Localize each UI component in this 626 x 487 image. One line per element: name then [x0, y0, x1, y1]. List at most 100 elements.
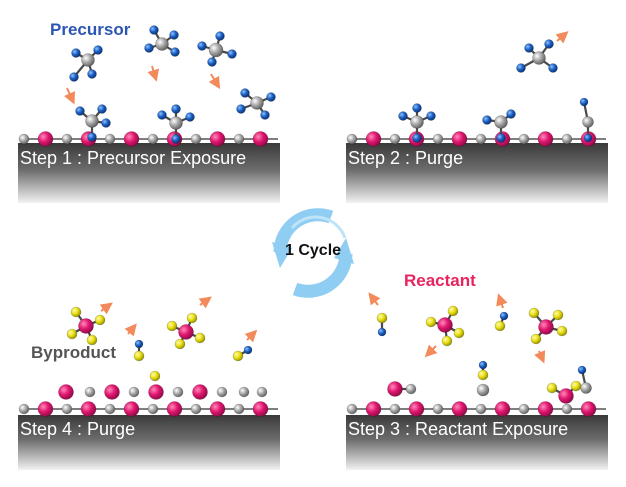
substrate-gray-atom: [148, 404, 158, 414]
ligand-atom: [545, 40, 554, 49]
substrate-gray-atom: [476, 404, 486, 414]
deposited-pink-atom: [149, 385, 164, 400]
step3-caption: Step 3 : Reactant Exposure: [348, 419, 568, 440]
ligand-atom: [208, 58, 217, 67]
ligand-atom: [261, 111, 270, 120]
central-atom: [150, 371, 160, 381]
ligand-atom: [171, 48, 180, 57]
adsorbed-precursor: [483, 110, 516, 143]
ligand-atom: [483, 116, 492, 125]
substrate-gray-atom: [105, 404, 115, 414]
central-atom: [559, 389, 574, 404]
deposited-gray-atom: [129, 387, 139, 397]
ligand-atom: [135, 340, 143, 348]
substrate-gray-atom: [19, 134, 29, 144]
substrate-pink-atom: [124, 132, 139, 147]
ligand-atom: [98, 105, 107, 114]
central-atom: [477, 384, 489, 396]
ligand-atom: [571, 381, 581, 391]
deposited-pink-atom: [105, 385, 120, 400]
byproduct-fragment: [377, 313, 387, 336]
central-atom: [438, 318, 453, 333]
ligand-atom: [228, 50, 237, 59]
ligand-atom: [500, 312, 508, 320]
ligand-atom: [76, 107, 85, 116]
central-atom: [233, 351, 243, 361]
ligand-atom: [150, 26, 159, 35]
deposited-gray-atom: [173, 387, 183, 397]
substrate-pink-atom: [81, 402, 96, 417]
reactant-molecule: [529, 308, 567, 344]
central-atom: [377, 313, 387, 323]
substrate-pink-atom: [495, 402, 510, 417]
central-atom: [533, 52, 546, 65]
ligand-atom: [187, 313, 197, 323]
ligand-atom: [172, 135, 181, 144]
ligand-atom: [72, 49, 81, 58]
substrate-pink-atom: [167, 402, 182, 417]
ligand-atom: [448, 306, 458, 316]
motion-arrow-icon: [152, 66, 155, 76]
ligand-atom: [479, 361, 487, 369]
ligand-atom: [413, 134, 422, 143]
deposited-pink-atom: [59, 385, 74, 400]
ligand-atom: [584, 134, 592, 142]
substrate-pink-atom: [124, 402, 139, 417]
precursor-molecule: [145, 26, 180, 57]
substrate-gray-atom: [191, 404, 201, 414]
substrate-row-step3: [347, 402, 606, 417]
central-atom: [539, 320, 554, 335]
ligand-atom: [547, 383, 557, 393]
substrate-pink-atom: [210, 132, 225, 147]
central-atom: [583, 117, 594, 128]
substrate-gray-atom: [62, 134, 72, 144]
adsorbed-species: [478, 361, 488, 380]
deposited-gray-atom: [257, 387, 267, 397]
substrate-pink-atom: [38, 132, 53, 147]
central-atom: [388, 382, 403, 397]
motion-arrow-icon: [557, 35, 564, 41]
deposited-gray-atom: [217, 387, 227, 397]
motion-arrow-icon: [101, 306, 108, 311]
precursor-molecule: [70, 46, 103, 82]
substrate-gray-atom: [191, 134, 201, 144]
ligand-atom: [88, 70, 97, 79]
substrate-pink-atom: [452, 132, 467, 147]
byproduct-fragment: [495, 312, 508, 331]
motion-arrow-icon: [372, 297, 378, 305]
ligand-atom: [67, 329, 77, 339]
central-atom: [411, 116, 424, 129]
substrate-pink-atom: [253, 402, 268, 417]
central-atom: [170, 117, 183, 130]
substrate-gray-atom: [476, 134, 486, 144]
central-atom: [79, 319, 94, 334]
central-atom: [134, 351, 144, 361]
substrate-gray-atom: [347, 404, 357, 414]
adsorbed-precursor: [158, 105, 195, 144]
ligand-atom: [158, 111, 167, 120]
ligand-atom: [406, 384, 416, 394]
motion-arrow-icon: [200, 300, 207, 305]
precursor-molecule: [237, 89, 276, 120]
byproduct-molecule: [167, 313, 205, 349]
substrate-pink-atom: [253, 132, 268, 147]
substrate-pink-atom: [366, 132, 381, 147]
step4-caption: Step 4 : Purge: [20, 419, 135, 440]
substrate-pink-atom: [409, 402, 424, 417]
central-atom: [209, 43, 223, 57]
precursor-label: Precursor: [50, 20, 130, 40]
ligand-atom: [70, 73, 79, 82]
deposited-gray-atom: [239, 387, 249, 397]
ligand-atom: [507, 110, 516, 119]
ligand-atom: [216, 32, 225, 41]
ligand-atom: [578, 366, 586, 374]
ligand-atom: [95, 315, 105, 325]
ligand-atom: [525, 44, 534, 53]
substrate-gray-atom: [519, 134, 529, 144]
central-atom: [495, 116, 508, 129]
reactant-label: Reactant: [404, 271, 476, 291]
byproduct-fragment: [134, 340, 144, 361]
byproduct-molecule: [67, 307, 105, 345]
adsorbed-precursor: [399, 104, 436, 143]
